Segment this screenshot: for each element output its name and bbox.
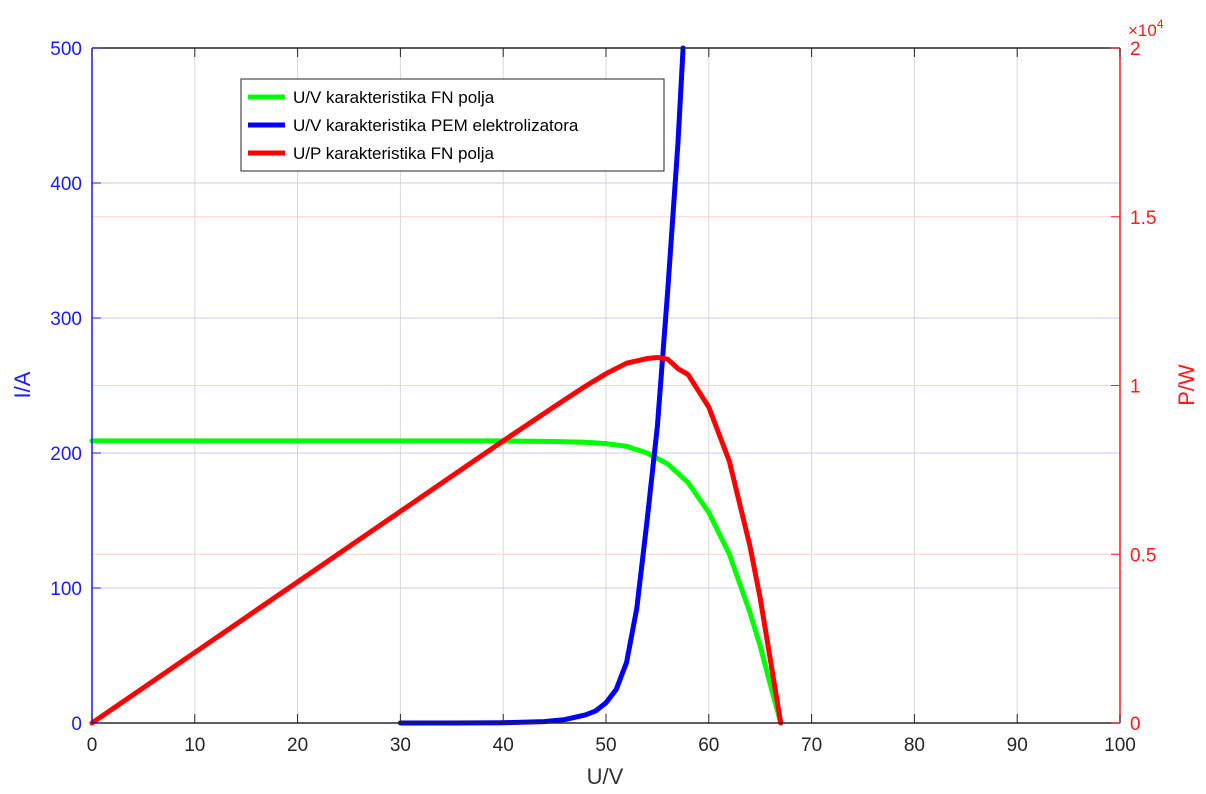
x-tick-label: 90 [1007,735,1028,756]
y-left-tick-label: 200 [50,444,82,465]
x-tick-label: 80 [904,735,925,756]
y-left-tick-label: 100 [50,579,82,600]
x-tick-label: 50 [595,735,616,756]
y-left-tick-label: 500 [50,39,82,60]
legend-entry-label: U/V karakteristika FN polja [293,88,495,107]
x-axis-label: U/V [587,764,624,789]
legend: U/V karakteristika FN polja U/V karakteri… [240,78,665,172]
series-line-3 [89,355,784,726]
y-right-tick-label: 1.5 [1130,208,1156,229]
series-layer [89,45,784,726]
x-tick-label: 60 [698,735,719,756]
x-tick-label: 30 [390,735,411,756]
legend-box [240,78,665,172]
y-left-tick-label: 300 [50,309,82,330]
legend-entry-label: U/P karakteristika FN polja [293,144,494,163]
axes: 0 10 20 30 40 50 60 70 80 90 100010020030040050000… [50,39,1156,756]
y-right-axis-label: P/W [1174,364,1199,406]
legend-entry-label: U/V karakteristika PEM elektrolizatora [293,116,579,135]
x-tick-label: 0 [87,735,98,756]
x-tick-label: 20 [287,735,308,756]
y-right-tick-label: 0.5 [1130,545,1156,566]
series-line-1 [89,438,784,726]
y-right-tick-label: 0 [1130,714,1141,735]
x-tick-label: 70 [801,735,822,756]
x-tick-label: 40 [493,735,514,756]
x-tick-label: 10 [184,735,205,756]
y-left-axis-label: I/A [10,371,35,398]
y-left-tick-label: 400 [50,174,82,195]
right-axis-exponent-label: ×104 [1128,17,1164,40]
x-tick-label: 100 [1104,735,1136,756]
y-right-tick-label: 2 [1130,39,1141,60]
y-right-tick-label: 1 [1130,377,1141,398]
y-left-tick-label: 0 [71,714,82,735]
